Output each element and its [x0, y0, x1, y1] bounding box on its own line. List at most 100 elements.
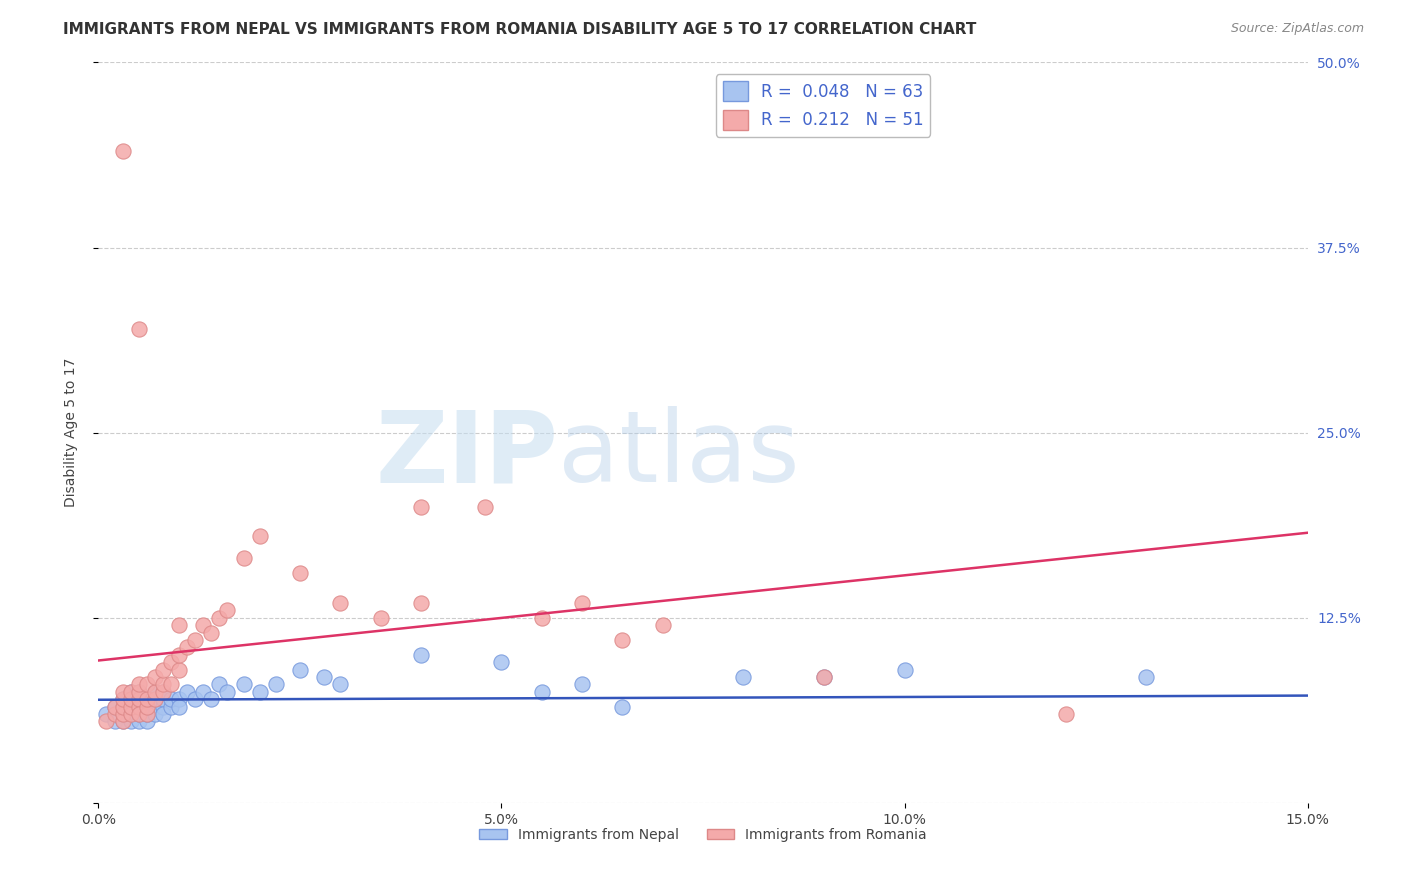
Point — [111, 714, 134, 729]
Point — [370, 610, 392, 624]
Point — [651, 618, 673, 632]
Point — [128, 699, 150, 714]
Point — [143, 699, 166, 714]
Point — [167, 648, 190, 662]
Point — [111, 706, 134, 721]
Point — [193, 685, 215, 699]
Point — [128, 714, 150, 729]
Point — [474, 500, 496, 514]
Point — [167, 663, 190, 677]
Point — [152, 685, 174, 699]
Point — [409, 648, 432, 662]
Point — [329, 596, 352, 610]
Point — [160, 655, 183, 669]
Point — [103, 706, 125, 721]
Point — [128, 677, 150, 691]
Point — [128, 706, 150, 721]
Point — [217, 685, 239, 699]
Point — [491, 655, 513, 669]
Point — [143, 685, 166, 699]
Point — [135, 677, 157, 691]
Point — [111, 692, 134, 706]
Point — [143, 692, 166, 706]
Point — [103, 699, 125, 714]
Point — [120, 692, 142, 706]
Point — [167, 618, 190, 632]
Point — [813, 670, 835, 684]
Point — [143, 706, 166, 721]
Point — [249, 685, 271, 699]
Point — [111, 699, 134, 714]
Point — [135, 706, 157, 721]
Point — [1135, 670, 1157, 684]
Point — [135, 699, 157, 714]
Point — [120, 706, 142, 721]
Point — [128, 685, 150, 699]
Point — [152, 692, 174, 706]
Point — [160, 692, 183, 706]
Point — [167, 692, 190, 706]
Point — [128, 706, 150, 721]
Legend: Immigrants from Nepal, Immigrants from Romania: Immigrants from Nepal, Immigrants from R… — [474, 822, 932, 847]
Point — [120, 699, 142, 714]
Point — [176, 640, 198, 655]
Point — [200, 625, 222, 640]
Point — [184, 632, 207, 647]
Point — [135, 699, 157, 714]
Point — [571, 596, 593, 610]
Point — [409, 500, 432, 514]
Point — [135, 692, 157, 706]
Point — [152, 677, 174, 691]
Point — [96, 706, 118, 721]
Text: IMMIGRANTS FROM NEPAL VS IMMIGRANTS FROM ROMANIA DISABILITY AGE 5 TO 17 CORRELAT: IMMIGRANTS FROM NEPAL VS IMMIGRANTS FROM… — [63, 22, 977, 37]
Point — [813, 670, 835, 684]
Point — [314, 670, 336, 684]
Point — [103, 699, 125, 714]
Point — [135, 692, 157, 706]
Point — [208, 610, 231, 624]
Point — [128, 322, 150, 336]
Point — [249, 529, 271, 543]
Text: atlas: atlas — [558, 407, 800, 503]
Point — [176, 685, 198, 699]
Point — [120, 699, 142, 714]
Point — [120, 685, 142, 699]
Point — [111, 692, 134, 706]
Point — [120, 699, 142, 714]
Point — [143, 685, 166, 699]
Point — [143, 670, 166, 684]
Point — [128, 692, 150, 706]
Point — [111, 145, 134, 159]
Point — [612, 632, 634, 647]
Point — [288, 566, 311, 581]
Point — [1054, 706, 1077, 721]
Point — [111, 706, 134, 721]
Point — [264, 677, 287, 691]
Point — [184, 692, 207, 706]
Point — [612, 699, 634, 714]
Point — [167, 699, 190, 714]
Point — [152, 685, 174, 699]
Point — [143, 692, 166, 706]
Point — [288, 663, 311, 677]
Point — [120, 692, 142, 706]
Point — [329, 677, 352, 691]
Point — [120, 714, 142, 729]
Point — [208, 677, 231, 691]
Point — [200, 692, 222, 706]
Point — [120, 706, 142, 721]
Text: ZIP: ZIP — [375, 407, 558, 503]
Point — [152, 663, 174, 677]
Point — [111, 685, 134, 699]
Point — [893, 663, 915, 677]
Point — [128, 699, 150, 714]
Point — [111, 699, 134, 714]
Point — [120, 706, 142, 721]
Point — [232, 677, 254, 691]
Point — [409, 596, 432, 610]
Point — [571, 677, 593, 691]
Text: Source: ZipAtlas.com: Source: ZipAtlas.com — [1230, 22, 1364, 36]
Y-axis label: Disability Age 5 to 17: Disability Age 5 to 17 — [63, 358, 77, 508]
Point — [103, 714, 125, 729]
Point — [232, 551, 254, 566]
